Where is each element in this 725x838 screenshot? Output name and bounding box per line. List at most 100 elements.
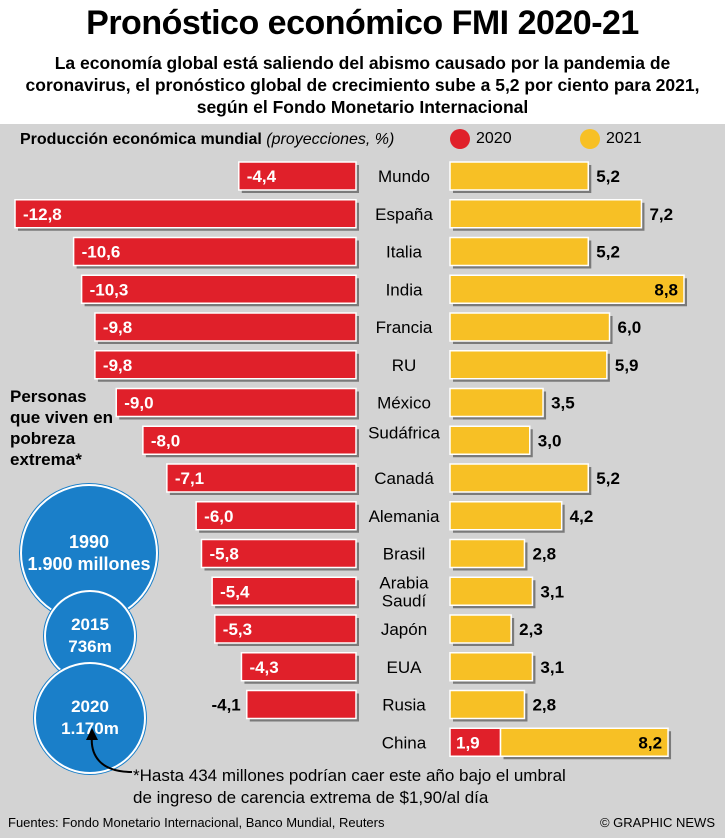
category-label: India xyxy=(386,280,423,299)
category-label: EUA xyxy=(387,658,423,677)
bar-2020 xyxy=(238,161,357,191)
category-label: China xyxy=(382,733,427,752)
bar-2020 xyxy=(94,350,357,380)
footer-panel xyxy=(0,784,725,838)
bar-label-2020: -5,8 xyxy=(209,545,238,564)
bar-2020 xyxy=(240,652,357,682)
bar-2021 xyxy=(449,350,608,380)
bar-2021 xyxy=(449,538,526,569)
bar-label-2020: -4,4 xyxy=(247,167,277,186)
legend-2021-swatch xyxy=(580,129,600,149)
bar-2020 xyxy=(72,236,357,267)
bar-label-2020: -5,4 xyxy=(220,582,250,601)
bubble-1990-value: 1.900 millones xyxy=(27,554,151,574)
bar-label-2020: -7,1 xyxy=(175,469,204,488)
category-label: Canadá xyxy=(374,469,434,488)
bar-label-2021: 3,1 xyxy=(540,658,564,677)
category-label: Alemania xyxy=(369,507,440,526)
legend-caption-italic: (proyecciones, %) xyxy=(266,131,395,148)
legend-2021: 2021 xyxy=(580,129,642,149)
category-label: RU xyxy=(392,356,417,375)
bar-label-2021: 3,1 xyxy=(540,582,564,601)
bar-2021 xyxy=(449,387,544,418)
category-label: España xyxy=(375,205,433,224)
bar-2020 xyxy=(246,689,357,720)
bar-label-2020: -10,3 xyxy=(90,280,129,299)
bar-label-2021: 2,8 xyxy=(532,696,556,715)
bar-2021 xyxy=(449,312,611,342)
bar-2020 xyxy=(195,501,357,531)
bar-2021 xyxy=(449,463,590,493)
bar-label-2021: 5,2 xyxy=(596,469,620,488)
bar-label-2020: 1,9 xyxy=(456,733,480,752)
bar-2021 xyxy=(449,274,685,304)
bar-2021 xyxy=(449,689,526,720)
bar-2021 xyxy=(449,236,590,267)
bar-label-2020: -4,1 xyxy=(211,696,240,715)
credit: © GRAPHIC NEWS xyxy=(599,815,715,830)
bubble-1990-year: 1990 xyxy=(68,532,110,552)
bar-label-2020: -12,8 xyxy=(23,205,62,224)
page-title: Pronóstico económico FMI 2020-21 xyxy=(86,4,639,42)
bubble-2015-year: 2015 xyxy=(71,615,109,634)
bar-2021 xyxy=(449,425,531,455)
bar-label-2021: 5,2 xyxy=(596,167,620,186)
bar-label-2020: -4,3 xyxy=(249,658,278,677)
bar-label-2021: 3,5 xyxy=(551,394,575,413)
bar-label-2021: 2,3 xyxy=(519,620,543,639)
bar-label-2021: 6,0 xyxy=(618,318,642,337)
bar-2021 xyxy=(449,161,590,191)
legend-caption-bold: Producción económica mundial xyxy=(20,131,262,148)
category-label: Italia xyxy=(386,243,422,262)
legend-caption: Producción económica mundial (proyeccion… xyxy=(20,131,394,149)
subtitle: La economía global está saliendo del abi… xyxy=(25,53,700,117)
category-label: Saudí xyxy=(382,591,427,610)
bar-2020 xyxy=(115,387,357,418)
bar-label-2021: 4,2 xyxy=(570,507,594,526)
bubble-2015-value: 736m xyxy=(68,637,112,656)
bar-2020 xyxy=(214,614,357,644)
bubble-2020-year: 2020 xyxy=(71,697,109,716)
bar-label-2021: 2,8 xyxy=(532,545,556,564)
bar-2021 xyxy=(449,501,563,531)
bar-label-2021: 8,8 xyxy=(654,280,678,299)
bar-label-2020: -6,0 xyxy=(204,507,233,526)
category-label: Japón xyxy=(381,620,427,639)
footnote: *Hasta 434 millones podrían caer este añ… xyxy=(133,766,566,807)
bar-label-2021: 7,2 xyxy=(649,205,673,224)
bar-2020 xyxy=(80,274,357,304)
category-label: México xyxy=(377,394,431,413)
legend-2020: 2020 xyxy=(450,129,512,149)
bubble-2020-value: 1.170m xyxy=(61,719,119,738)
bar-2020 xyxy=(142,425,357,455)
header: Pronóstico económico FMI 2020-21 La econ… xyxy=(0,0,725,124)
category-label: Francia xyxy=(376,318,433,337)
bar-label-2020: -10,6 xyxy=(82,243,121,262)
bar-2021 xyxy=(449,614,512,644)
category-label: Brasil xyxy=(383,545,426,564)
bar-2021 xyxy=(499,727,669,757)
sources: Fuentes: Fondo Monetario Internacional, … xyxy=(8,815,385,830)
bar-label-2021: 5,2 xyxy=(596,243,620,262)
bar-2020 xyxy=(166,463,357,493)
legend-2020-swatch xyxy=(450,129,470,149)
poverty-bubble-2020: 2020 1.170m xyxy=(34,662,146,774)
bar-2021 xyxy=(449,199,643,229)
bar-label-2021: 8,2 xyxy=(638,733,662,752)
category-label: Mundo xyxy=(378,167,430,186)
legend-2020-label: 2020 xyxy=(476,130,512,147)
bar-label-2020: -9,8 xyxy=(103,318,132,337)
bar-2021 xyxy=(449,576,534,606)
bar-label-2020: -9,8 xyxy=(103,356,132,375)
legend-2021-label: 2021 xyxy=(606,130,642,147)
bar-2021 xyxy=(449,652,534,682)
poverty-label: Personas que viven en pobreza extrema* xyxy=(10,387,113,469)
bar-label-2020: -5,3 xyxy=(223,620,252,639)
category-label: Rusia xyxy=(382,696,426,715)
category-label: Arabia xyxy=(379,573,429,592)
bar-label-2021: 5,9 xyxy=(615,356,639,375)
bar-2020 xyxy=(14,199,357,229)
bar-label-2020: -8,0 xyxy=(151,431,180,450)
category-label: Sudáfrica xyxy=(368,423,440,442)
